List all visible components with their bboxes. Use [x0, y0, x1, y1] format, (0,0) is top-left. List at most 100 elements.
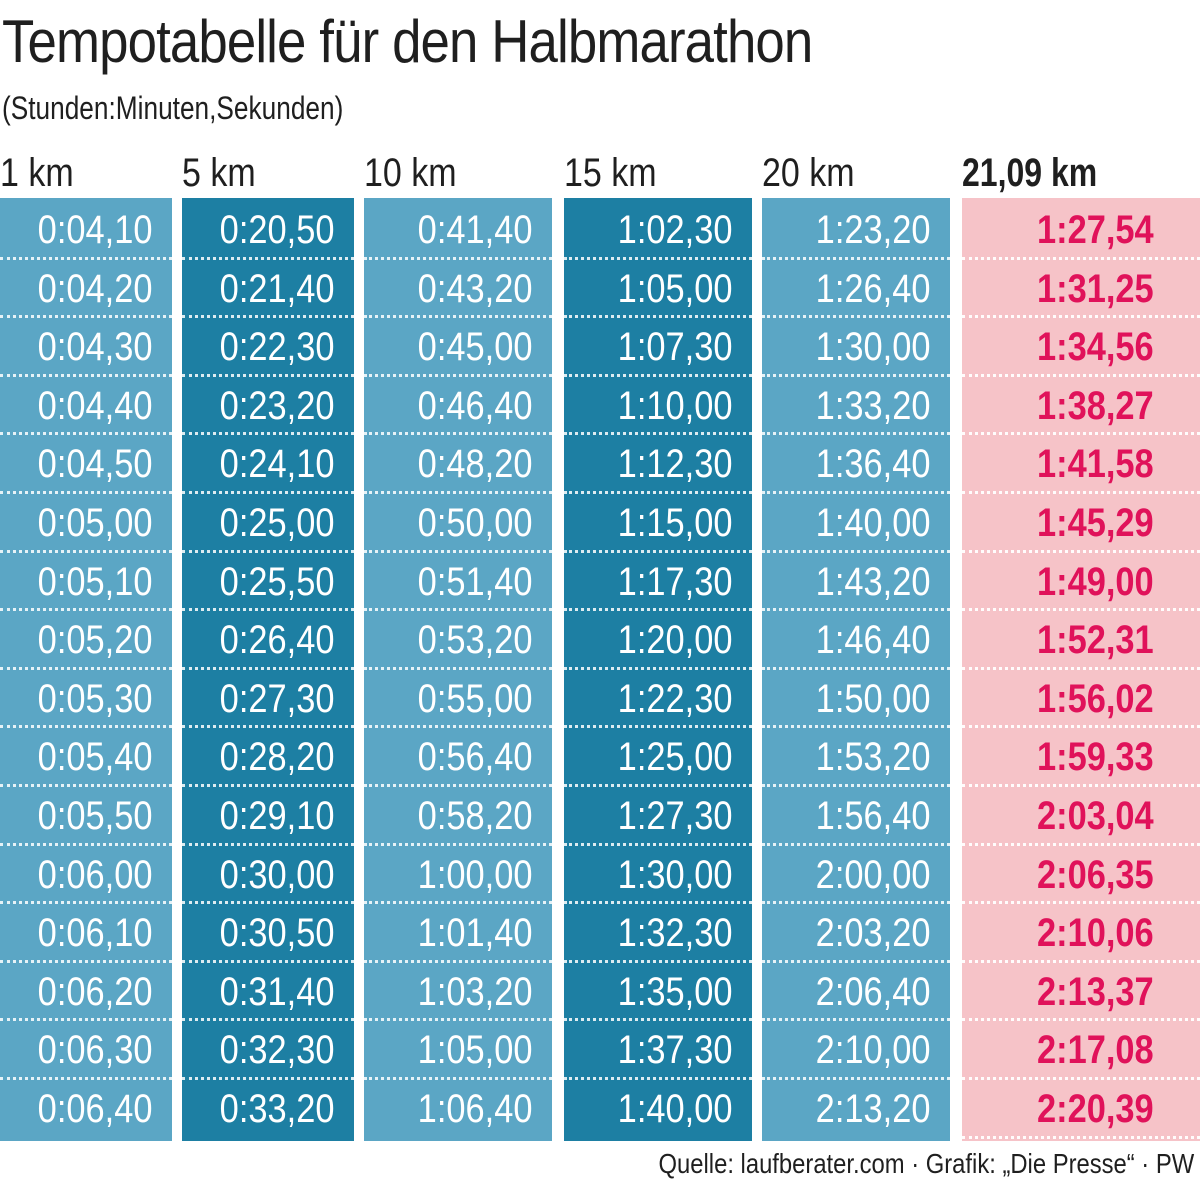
cell-value: 2:06,35	[1037, 852, 1154, 897]
table-cell: 0:06,40	[0, 1080, 172, 1139]
column-body: 0:20,50 0:21,40 0:22,30 0:23,20 0:24,10 0:25,…	[182, 198, 354, 1141]
cell-value: 0:04,10	[37, 208, 152, 252]
column-body: 1:27,54 1:31,25 1:34,56 1:38,27 1:41,58 1:45,…	[962, 198, 1200, 1141]
cell-value: 0:32,30	[219, 1028, 334, 1073]
cell-value: 0:04,40	[37, 383, 152, 428]
table-cell: 1:27,54	[962, 201, 1200, 260]
table-cell: 2:10,06	[962, 904, 1200, 963]
table-cell: 0:04,30	[0, 318, 172, 377]
cell-value: 2:03,20	[815, 911, 930, 956]
column-body: 0:04,10 0:04,20 0:04,30 0:04,40 0:04,50 0:05,…	[0, 198, 172, 1141]
cell-value: 1:31,25	[1037, 266, 1154, 311]
column-3: 10 km 0:41,40 0:43,20 0:45,00 0:46,40 0:48,20…	[364, 148, 552, 1141]
table-cell: 1:49,00	[962, 553, 1200, 612]
cell-value: 1:05,00	[617, 266, 732, 311]
cell-value: 0:27,30	[219, 676, 334, 721]
table-cell: 2:13,20	[762, 1080, 950, 1139]
cell-value: 1:37,30	[617, 1028, 732, 1073]
cell-value: 0:05,10	[37, 559, 152, 604]
table-cell: 0:04,50	[0, 435, 172, 494]
table-cell: 1:38,27	[962, 377, 1200, 436]
cell-value: 1:52,31	[1037, 618, 1154, 663]
column-1: 1 km 0:04,10 0:04,20 0:04,30 0:04,40 0:04,50 0…	[0, 148, 172, 1141]
cell-value: 1:00,00	[417, 852, 532, 897]
cell-value: 0:31,40	[219, 969, 334, 1014]
cell-value: 1:33,20	[815, 383, 930, 428]
chart-title: Tempotabelle für den Halbmarathon	[2, 8, 813, 75]
cell-value: 1:50,00	[815, 676, 930, 721]
cell-value: 2:17,08	[1037, 1028, 1154, 1073]
table-cell: 1:46,40	[762, 611, 950, 670]
table-cell: 0:41,40	[364, 201, 552, 260]
column-header: 21,09 km	[962, 151, 1098, 195]
cell-value: 2:13,20	[815, 1086, 930, 1131]
table-cell: 1:05,00	[364, 1021, 552, 1080]
table-cell: 2:06,35	[962, 846, 1200, 905]
table-cell: 1:00,00	[364, 846, 552, 905]
table-cell: 0:04,10	[0, 201, 172, 260]
column-header: 10 km	[364, 151, 457, 195]
cell-value: 1:05,00	[417, 1028, 532, 1073]
table-cell: 2:10,00	[762, 1021, 950, 1080]
cell-value: 1:20,00	[617, 618, 732, 663]
table-cell: 0:04,20	[0, 260, 172, 319]
table-cell: 0:30,00	[182, 846, 354, 905]
cell-value: 1:27,54	[1037, 208, 1154, 252]
cell-value: 0:04,20	[37, 266, 152, 311]
cell-value: 0:06,20	[37, 969, 152, 1014]
cell-value: 2:00,00	[815, 852, 930, 897]
table-cell: 1:32,30	[564, 904, 752, 963]
table-cell: 1:50,00	[762, 670, 950, 729]
cell-value: 0:05,40	[37, 735, 152, 780]
column-body: 0:41,40 0:43,20 0:45,00 0:46,40 0:48,20 0:50,…	[364, 198, 552, 1141]
cell-value: 1:34,56	[1037, 325, 1154, 370]
column-5: 20 km 1:23,20 1:26,40 1:30,00 1:33,20 1:36,40…	[762, 148, 950, 1141]
table-cell: 0:31,40	[182, 963, 354, 1022]
table-cell: 1:06,40	[364, 1080, 552, 1139]
column-header: 1 km	[0, 151, 74, 195]
cell-value: 1:17,30	[617, 559, 732, 604]
table-cell: 0:06,10	[0, 904, 172, 963]
table-cell: 0:25,50	[182, 553, 354, 612]
table-cell: 1:01,40	[364, 904, 552, 963]
cell-value: 1:38,27	[1037, 383, 1154, 428]
table-cell: 1:05,00	[564, 260, 752, 319]
table-cell: 1:20,00	[564, 611, 752, 670]
table-cell: 0:45,00	[364, 318, 552, 377]
cell-value: 1:07,30	[617, 325, 732, 370]
cell-value: 0:06,40	[37, 1086, 152, 1131]
cell-value: 1:06,40	[417, 1086, 532, 1131]
cell-value: 0:06,10	[37, 911, 152, 956]
cell-value: 1:02,30	[617, 208, 732, 252]
table-cell: 0:50,00	[364, 494, 552, 553]
cell-value: 1:45,29	[1037, 500, 1154, 545]
cell-value: 0:20,50	[219, 208, 334, 252]
table-cell: 0:56,40	[364, 728, 552, 787]
table-cell: 0:53,20	[364, 611, 552, 670]
cell-value: 0:41,40	[417, 208, 532, 252]
cell-value: 0:28,20	[219, 735, 334, 780]
table-cell: 1:12,30	[564, 435, 752, 494]
cell-value: 0:50,00	[417, 500, 532, 545]
cell-value: 1:12,30	[617, 442, 732, 487]
table-cell: 0:55,00	[364, 670, 552, 729]
table-cell: 2:17,08	[962, 1021, 1200, 1080]
column-header: 5 km	[182, 151, 256, 195]
cell-value: 1:40,00	[617, 1086, 732, 1131]
table-cell: 1:27,30	[564, 787, 752, 846]
cell-value: 1:30,00	[815, 325, 930, 370]
table-cell: 0:43,20	[364, 260, 552, 319]
cell-value: 0:25,50	[219, 559, 334, 604]
table-cell: 0:06,30	[0, 1021, 172, 1080]
table-cell: 0:25,00	[182, 494, 354, 553]
table-cell: 1:31,25	[962, 260, 1200, 319]
cell-value: 0:06,00	[37, 852, 152, 897]
cell-value: 0:33,20	[219, 1086, 334, 1131]
table-cell: 1:56,40	[762, 787, 950, 846]
table-cell: 1:02,30	[564, 201, 752, 260]
cell-value: 1:43,20	[815, 559, 930, 604]
table-cell: 1:59,33	[962, 728, 1200, 787]
table-cell: 1:03,20	[364, 963, 552, 1022]
cell-value: 1:53,20	[815, 735, 930, 780]
table-cell: 0:48,20	[364, 435, 552, 494]
